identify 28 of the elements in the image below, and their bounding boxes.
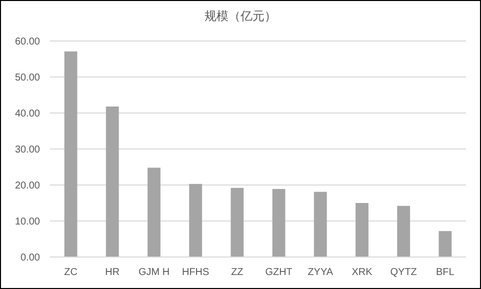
bar	[314, 192, 327, 257]
bar	[397, 206, 410, 257]
x-tick-label: ZYYA	[308, 267, 334, 278]
bar	[438, 231, 452, 257]
bar	[148, 168, 160, 257]
x-tick-label: BFL	[436, 267, 455, 278]
bar	[189, 184, 202, 257]
bar	[230, 188, 244, 257]
y-tick-label: 10.00	[14, 216, 40, 228]
x-tick-label: HR	[105, 267, 120, 278]
bar	[272, 188, 286, 257]
bar	[64, 51, 78, 257]
x-tick-label: GZHT	[265, 267, 292, 278]
x-tick-label: GJM H	[138, 267, 170, 278]
chart-title: 规模（亿元）	[204, 9, 276, 23]
y-tick-label: 40.00	[14, 108, 40, 120]
y-tick-label: 0.00	[20, 252, 40, 264]
x-tick-label: QYTZ	[390, 267, 417, 278]
y-tick-label: 20.00	[14, 180, 40, 192]
x-tick-label: ZZ	[231, 267, 244, 278]
y-tick-label: 60.00	[14, 36, 40, 48]
x-tick-label: XRK	[352, 267, 373, 278]
y-tick-label: 50.00	[14, 72, 40, 84]
y-tick-label: 30.00	[14, 144, 40, 156]
x-tick-label: ZC	[64, 267, 78, 278]
bar	[356, 203, 368, 257]
x-tick-label: HFHS	[182, 267, 210, 278]
bar	[106, 106, 119, 257]
